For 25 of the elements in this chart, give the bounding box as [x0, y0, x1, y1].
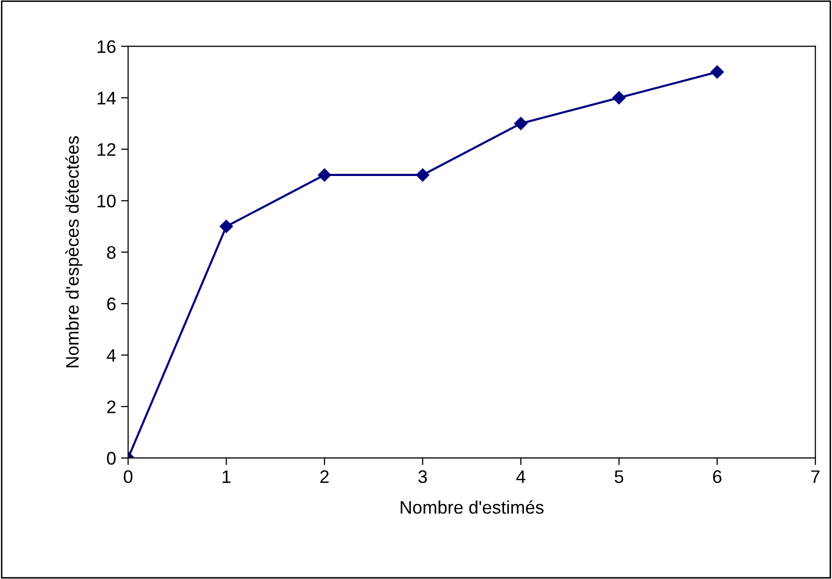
x-tick-label: 5	[614, 470, 624, 484]
x-tick-label: 3	[418, 470, 427, 484]
y-tick-label: 10	[98, 194, 116, 208]
x-tick-label: 1	[222, 470, 230, 483]
point	[318, 168, 332, 182]
y-tick-label: 12	[98, 143, 116, 156]
y-tick-label: 6	[107, 298, 116, 310]
x-tick-label: 7	[811, 470, 820, 483]
point	[220, 220, 233, 234]
x-tick-label: 0	[124, 470, 132, 484]
x-axis-title: Nombre d'estimés	[400, 500, 544, 514]
y-tick-label: 8	[107, 246, 116, 259]
point	[514, 116, 528, 130]
x-tick-label: 2	[320, 470, 329, 483]
y-axis-title: Nombre d'espèces détectées	[65, 136, 82, 368]
point	[710, 65, 724, 79]
x-tick-label: 6	[713, 470, 722, 484]
y-tick-label: 2	[107, 400, 116, 414]
point	[416, 168, 430, 182]
y-tick-label: 0	[106, 452, 116, 465]
x-tick-label: 4	[516, 470, 526, 483]
y-tick-label: 16	[98, 40, 116, 54]
y-tick-label: 14	[98, 92, 116, 104]
point	[612, 91, 626, 104]
y-tick-label: 4	[106, 349, 116, 362]
